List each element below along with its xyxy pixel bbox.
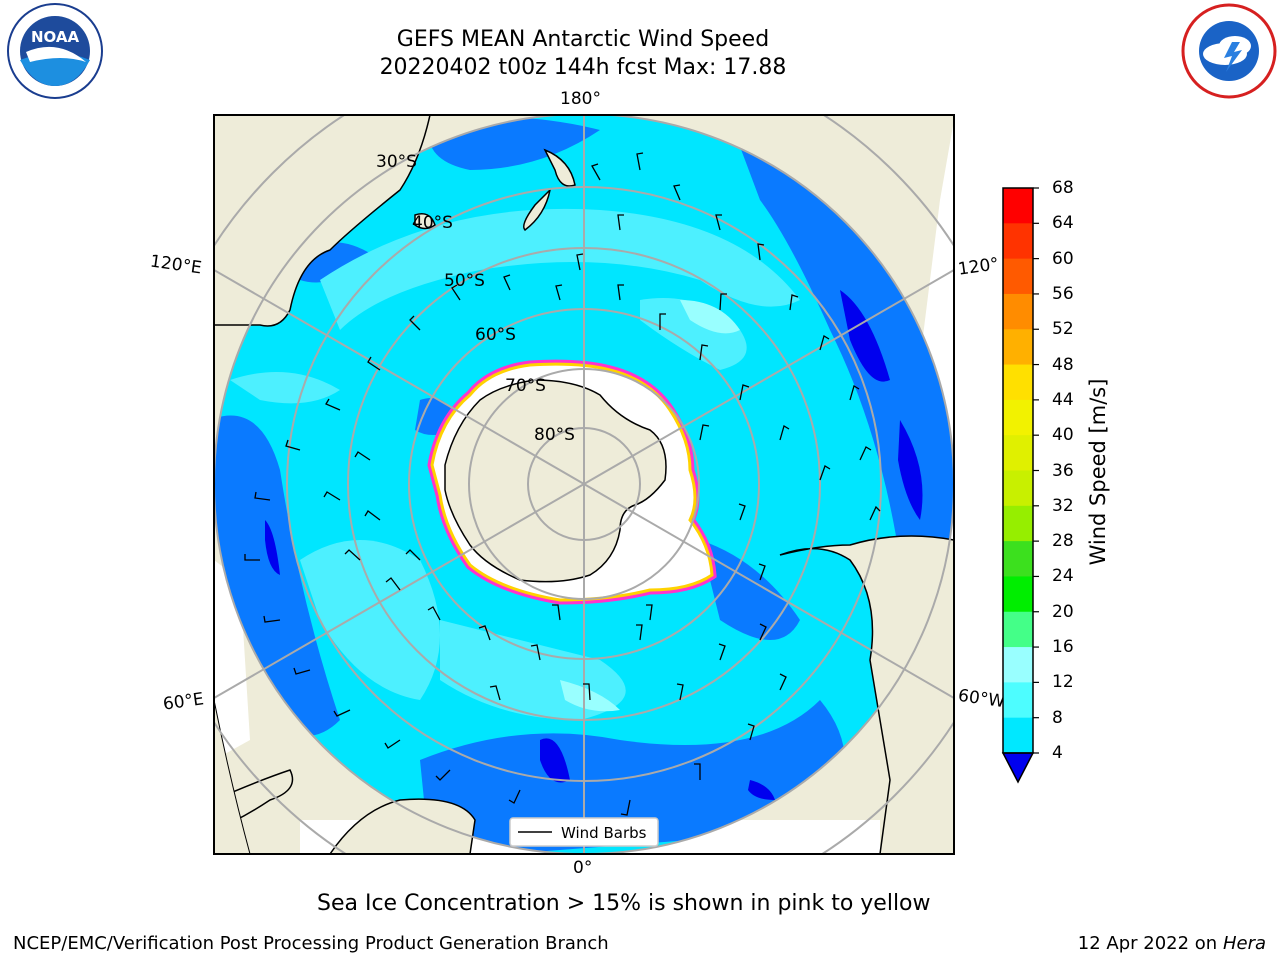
colorbar-tick-label: 36: [1052, 460, 1074, 481]
colorbar: [1001, 187, 1039, 784]
colorbar-under-arrow: [1001, 752, 1035, 784]
lat-label-70s: 70°S: [505, 376, 546, 396]
colorbar-tick-label: 40: [1052, 425, 1074, 446]
colorbar-segment: [1003, 505, 1033, 542]
land-africa: [329, 798, 476, 854]
colorbar-tick-label: 44: [1052, 389, 1074, 410]
colorbar-segment: [1003, 329, 1033, 366]
footer-machine: Hera: [1222, 933, 1266, 954]
colorbar-segment: [1003, 188, 1033, 224]
noaa-logo: NOAA: [7, 3, 103, 99]
sea-ice-caption: Sea Ice Concentration > 15% is shown in …: [317, 891, 931, 916]
wind-region-mid: [320, 208, 800, 330]
land-south-america: [779, 535, 954, 854]
antarctic-map: [213, 114, 955, 855]
nws-logo: [1181, 3, 1277, 99]
colorbar-tick-labels: 68 64 60 56 52 48 44 40 36 32 28 24 20 16 12 8 4: [1052, 178, 1092, 780]
footer-date: 12 Apr 2022 on Hera: [1078, 933, 1266, 954]
colorbar-segment: [1003, 541, 1033, 577]
colorbar-tick-label: 52: [1052, 319, 1074, 340]
colorbar-tick-label: 56: [1052, 283, 1074, 304]
lat-label-30s: 30°S: [376, 152, 417, 172]
lat-label-50s: 50°S: [444, 271, 485, 291]
colorbar-tick-label: 60: [1052, 248, 1074, 269]
colorbar-segment: [1003, 364, 1033, 401]
colorbar-tick-label: 4: [1052, 743, 1063, 763]
wind-barbs-legend: [509, 817, 659, 847]
colorbar-segment: [1003, 399, 1033, 436]
colorbar-segment: [1003, 682, 1033, 719]
colorbar-tick-label: 24: [1052, 566, 1074, 587]
chart-subtitle: 20220402 t00z 144h fcst Max: 17.88: [379, 55, 787, 80]
colorbar-tick-label: 16: [1052, 637, 1074, 658]
footer-branch: NCEP/EMC/Verification Post Processing Pr…: [13, 933, 609, 954]
lon-label-bottom: 0°: [573, 858, 593, 878]
svg-text:NOAA: NOAA: [31, 28, 80, 46]
colorbar-segment: [1003, 717, 1033, 754]
land-new-zealand-north: [543, 148, 576, 187]
colorbar-tick-label: 32: [1052, 495, 1074, 516]
colorbar-tick-label: 68: [1052, 178, 1074, 198]
colorbar-segment: [1003, 611, 1033, 648]
lat-label-80s: 80°S: [534, 425, 575, 445]
colorbar-segment: [1003, 435, 1033, 471]
footer-date-text: 12 Apr 2022 on: [1077, 933, 1218, 954]
chart-title: GEFS MEAN Antarctic Wind Speed: [396, 27, 770, 52]
lon-label-top: 180°: [560, 89, 601, 109]
colorbar-segment: [1003, 647, 1033, 683]
graticule: [214, 115, 954, 854]
land-new-zealand-south: [523, 187, 552, 231]
colorbar-segment: [1003, 470, 1033, 507]
colorbar-tick-label: 48: [1052, 354, 1074, 375]
land-australia: [214, 115, 431, 327]
lat-label-40s: 40°S: [412, 213, 453, 233]
colorbar-segment: [1003, 223, 1033, 260]
wind-barbs: [244, 152, 881, 816]
colorbar-segment: [1003, 258, 1033, 295]
land-antarctica: [444, 379, 667, 583]
colorbar-label: Wind Speed [m/s]: [1086, 378, 1110, 566]
map-frame: [213, 114, 955, 855]
colorbar-tick-label: 64: [1052, 213, 1074, 234]
lat-label-60s: 60°S: [475, 325, 516, 345]
colorbar-tick-label: 8: [1052, 707, 1063, 728]
wind-barbs-legend-label: Wind Barbs: [561, 824, 647, 842]
colorbar-tick-label: 12: [1052, 672, 1074, 693]
colorbar-segment: [1003, 576, 1033, 613]
colorbar-tick-label: 20: [1052, 601, 1074, 622]
colorbar-tick-label: 28: [1052, 531, 1074, 552]
colorbar-segment: [1003, 293, 1033, 330]
